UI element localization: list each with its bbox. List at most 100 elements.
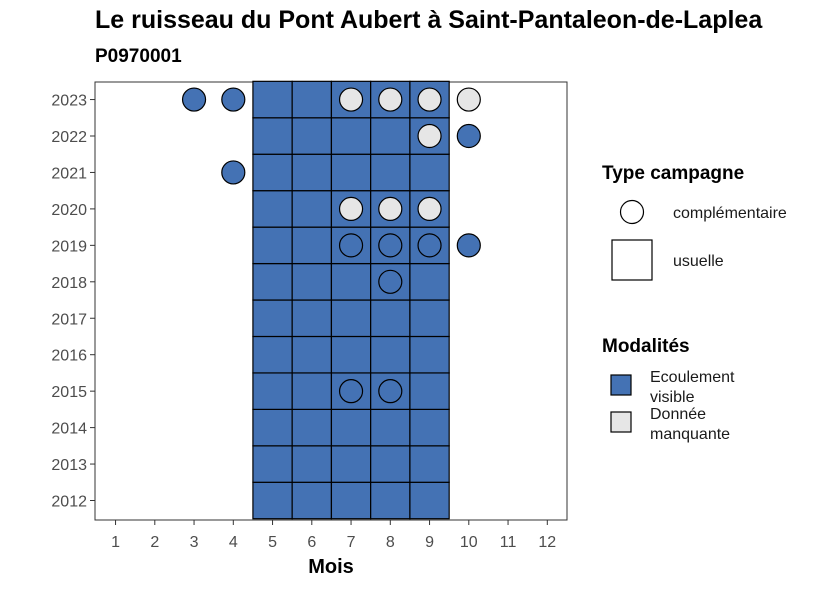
- usuelle-cell-2018-9: [409, 262, 450, 301]
- usuelle-cell-2013-8: [370, 445, 411, 483]
- legend-label-usuelle: usuelle: [673, 253, 724, 270]
- usuelle-cell-2016-6: [291, 335, 333, 374]
- usuelle-cell-2013-6: [291, 445, 333, 483]
- complementaire-point-2015-7: [338, 379, 364, 404]
- x-axis-title: Mois: [308, 556, 354, 578]
- complementaire-point-2018-8: [378, 269, 403, 294]
- legend-label-complementaire: complémentaire: [673, 205, 787, 222]
- y-tick-label: 2015: [51, 384, 87, 401]
- complementaire-point-2021-4: [221, 160, 246, 185]
- usuelle-cell-2012-5: [252, 481, 293, 520]
- usuelle-cell-2014-6: [291, 408, 333, 447]
- complementaire-point-2020-7: [338, 196, 364, 221]
- usuelle-cell-2023-5: [252, 80, 293, 119]
- usuelle-cell-2012-7: [330, 481, 372, 520]
- legend-key-modalite-1: [610, 411, 632, 433]
- complementaire-point-2023-8: [378, 87, 403, 112]
- y-tick-label: 2013: [51, 457, 87, 474]
- usuelle-cell-2018-5: [252, 262, 293, 301]
- usuelle-cell-2021-7: [330, 153, 372, 192]
- complementaire-point-2019-9: [417, 233, 442, 258]
- y-tick-label: 2012: [51, 494, 87, 511]
- legend-title-modalite: Modalités: [602, 336, 690, 357]
- complementaire-point-2023-3: [181, 87, 207, 112]
- x-tick-label: 8: [386, 534, 395, 551]
- usuelle-cell-2016-9: [409, 335, 450, 374]
- usuelle-cell-2017-9: [409, 299, 450, 338]
- usuelle-cell-2018-7: [330, 262, 372, 301]
- complementaire-point-2020-9: [417, 196, 442, 221]
- x-tick-label: 11: [500, 534, 517, 551]
- usuelle-cell-2021-9: [409, 153, 450, 192]
- legend-label-modalite-1: Donnée manquante: [650, 406, 730, 443]
- complementaire-point-2019-10: [456, 233, 481, 258]
- y-tick-label: 2014: [51, 421, 87, 438]
- usuelle-cell-2016-5: [252, 335, 293, 374]
- x-tick-label: 12: [538, 534, 556, 551]
- x-tick-label: 7: [347, 534, 356, 551]
- legend-key-usuelle: [611, 239, 653, 281]
- y-tick-label: 2021: [51, 165, 87, 182]
- usuelle-cell-2017-8: [370, 299, 411, 338]
- usuelle-cell-2023-6: [291, 80, 333, 119]
- complementaire-point-2023-4: [221, 87, 246, 112]
- usuelle-cell-2018-6: [291, 262, 333, 301]
- usuelle-cell-2020-5: [252, 190, 293, 228]
- usuelle-cell-2014-9: [409, 408, 450, 447]
- complementaire-point-2020-8: [378, 196, 403, 221]
- legend-label-modalite-0: Ecoulement visible: [650, 369, 735, 406]
- x-tick-label: 3: [190, 534, 199, 551]
- y-tick-label: 2023: [51, 93, 87, 110]
- usuelle-cell-2017-5: [252, 299, 293, 338]
- usuelle-cell-2019-5: [252, 226, 293, 265]
- legend-title-type: Type campagne: [602, 163, 744, 184]
- x-tick-label: 6: [307, 534, 316, 551]
- x-tick-label: 5: [268, 534, 277, 551]
- usuelle-cell-2013-7: [330, 445, 372, 483]
- complementaire-point-2023-9: [417, 87, 442, 112]
- usuelle-cell-2014-8: [370, 408, 411, 447]
- y-tick-label: 2016: [51, 348, 87, 365]
- y-tick-label: 2020: [51, 202, 87, 219]
- complementaire-point-2023-10: [456, 87, 481, 112]
- usuelle-cell-2015-6: [291, 372, 333, 410]
- usuelle-cell-2013-5: [252, 445, 293, 483]
- usuelle-cell-2012-8: [370, 481, 411, 520]
- complementaire-point-2022-10: [456, 123, 481, 149]
- usuelle-cell-2016-8: [370, 335, 411, 374]
- usuelle-cell-2022-5: [252, 117, 293, 155]
- usuelle-cell-2022-7: [330, 117, 372, 155]
- usuelle-cell-2022-8: [370, 117, 411, 155]
- y-tick-label: 2019: [51, 238, 87, 255]
- usuelle-cell-2017-6: [291, 299, 333, 338]
- usuelle-cell-2017-7: [330, 299, 372, 338]
- complementaire-point-2022-9: [417, 123, 442, 149]
- complementaire-point-2019-7: [338, 233, 364, 258]
- usuelle-cell-2023-9: [409, 80, 450, 119]
- usuelle-cell-2012-9: [409, 481, 450, 520]
- chart-title: Le ruisseau du Pont Aubert à Saint-Panta…: [95, 6, 763, 34]
- complementaire-point-2019-8: [378, 233, 403, 258]
- usuelle-cell-2016-7: [330, 335, 372, 374]
- usuelle-cell-2015-5: [252, 372, 293, 410]
- usuelle-cell-2021-6: [291, 153, 333, 192]
- usuelle-cell-2021-5: [252, 153, 293, 192]
- x-tick-label: 9: [425, 534, 434, 551]
- x-tick-label: 10: [460, 534, 478, 551]
- usuelle-cell-2022-6: [291, 117, 333, 155]
- usuelle-cell-2019-6: [291, 226, 333, 265]
- x-tick-label: 2: [150, 534, 159, 551]
- usuelle-cell-2014-5: [252, 408, 293, 447]
- usuelle-cell-2015-9: [409, 372, 450, 410]
- usuelle-cell-2021-8: [370, 153, 411, 192]
- y-tick-label: 2018: [51, 275, 87, 292]
- usuelle-cell-2020-6: [291, 190, 333, 228]
- usuelle-cell-2013-9: [409, 445, 450, 483]
- x-tick-label: 1: [111, 534, 120, 551]
- y-tick-label: 2022: [51, 129, 87, 146]
- y-tick-label: 2017: [51, 311, 87, 328]
- usuelle-cell-2012-6: [291, 481, 333, 520]
- legend-key-complementaire: [619, 199, 645, 225]
- legend-key-modalite-0: [610, 374, 632, 396]
